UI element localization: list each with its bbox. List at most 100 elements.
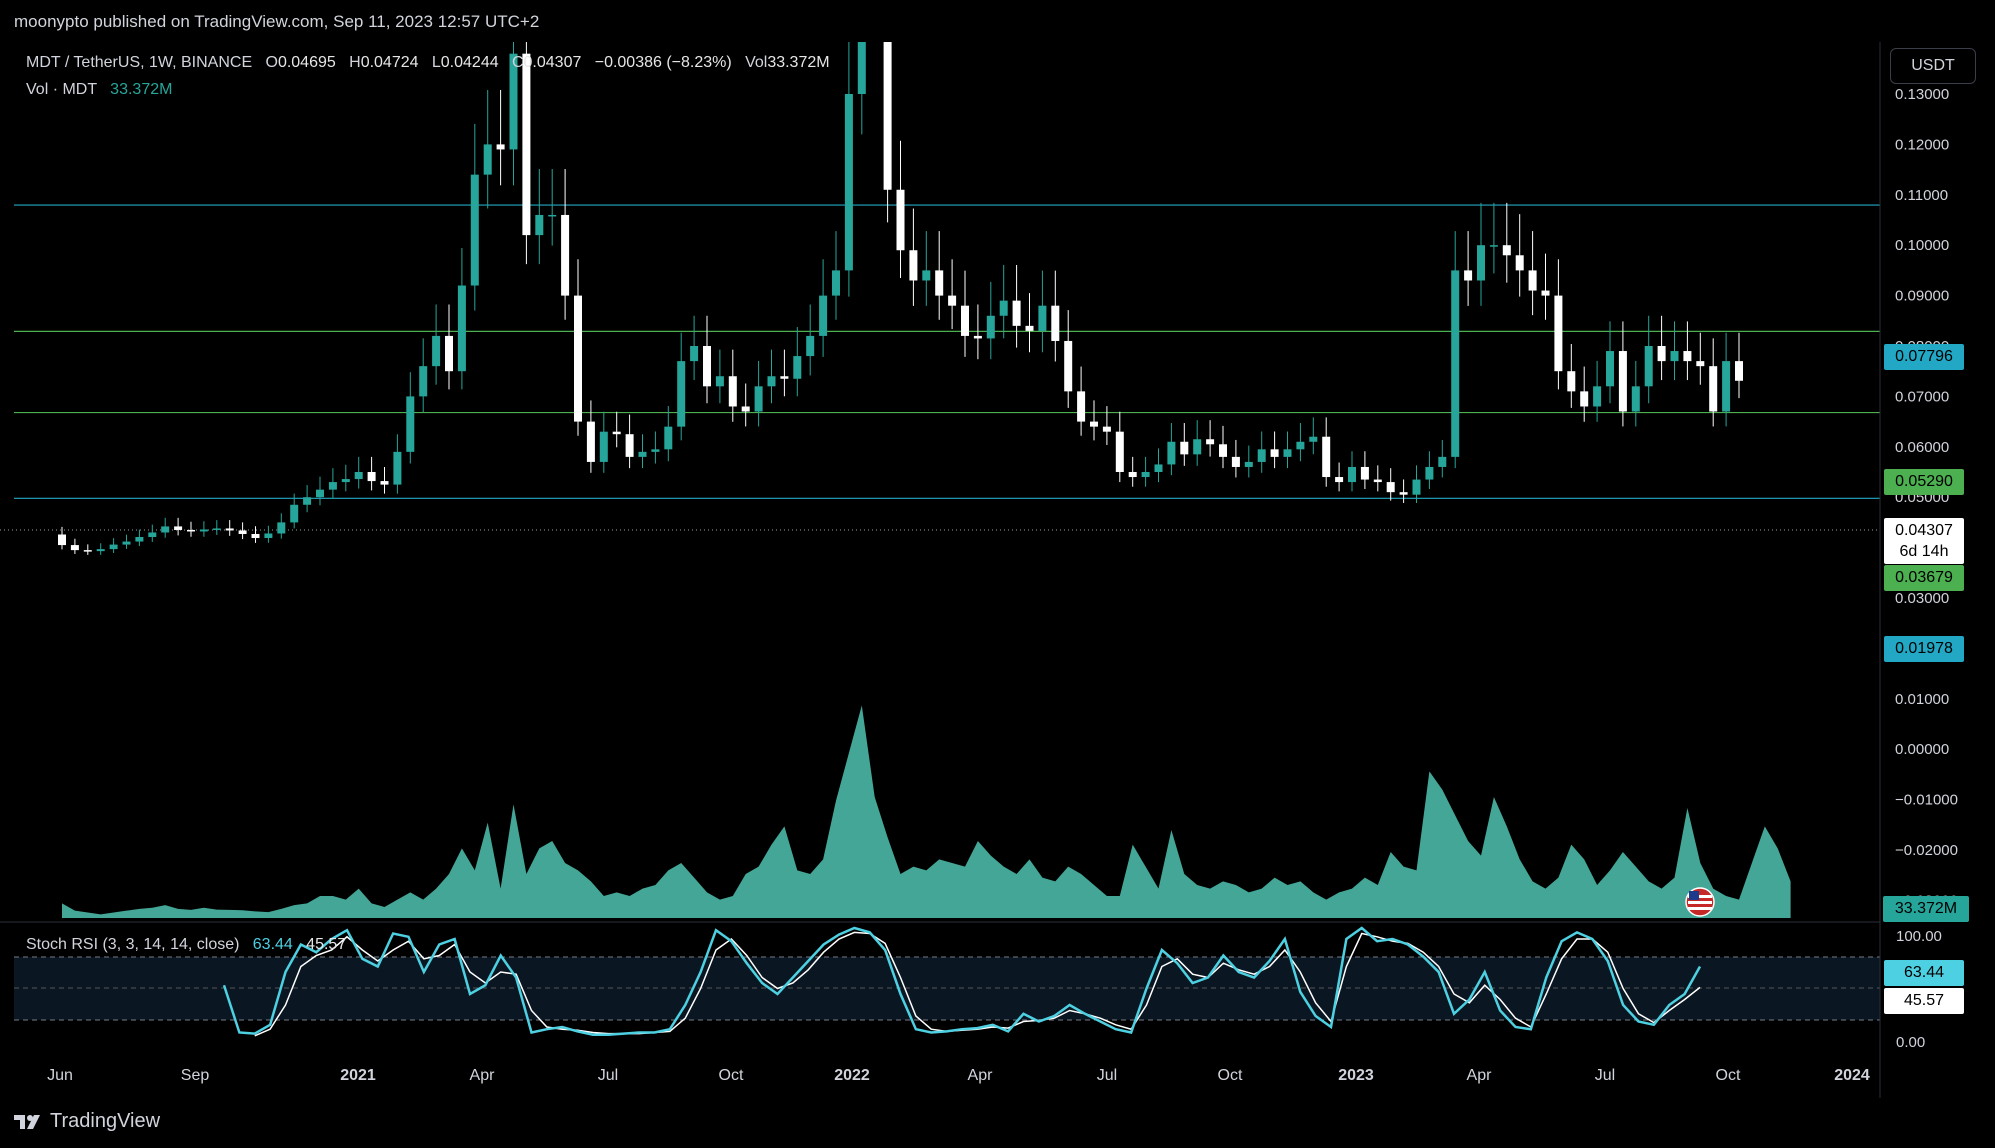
time-tick: Jul bbox=[1595, 1067, 1615, 1084]
candle-body bbox=[1489, 245, 1498, 247]
candle-body bbox=[1735, 361, 1743, 381]
candle-body bbox=[380, 481, 389, 485]
stoch-rsi-name[interactable]: Stoch RSI (3, 3, 14, 14, close) bbox=[26, 936, 240, 953]
stoch-rsi-k-line bbox=[222, 926, 1702, 1036]
open-value: 0.04695 bbox=[277, 54, 336, 71]
tradingview-logo-icon bbox=[14, 1114, 40, 1129]
candle-body bbox=[1670, 351, 1679, 362]
time-axis-ticks: Jun Sep 2021 Apr Jul Oct 2022 Apr Jul Oct 2023 Apr J… bbox=[47, 1067, 1870, 1084]
price-tick: 0.00000 bbox=[1895, 741, 1949, 758]
candle-body bbox=[548, 214, 557, 217]
candle-body bbox=[148, 532, 157, 538]
candle-body bbox=[1683, 351, 1692, 362]
candle-body bbox=[1399, 492, 1408, 495]
high-value: 0.04724 bbox=[360, 54, 419, 71]
candle-body bbox=[651, 449, 660, 452]
price-tick: 0.03000 bbox=[1895, 590, 1949, 607]
candle-body bbox=[1115, 431, 1124, 472]
time-tick: Oct bbox=[719, 1067, 744, 1084]
high-label: H bbox=[349, 54, 361, 71]
stoch-k-label: 63.44 bbox=[1884, 960, 1964, 986]
vol-value: 33.372M bbox=[767, 54, 830, 71]
time-tick: Sep bbox=[181, 1067, 210, 1084]
candle-body bbox=[728, 376, 737, 407]
candle-body bbox=[896, 189, 905, 251]
candle-body bbox=[509, 53, 518, 150]
footer-bar: TradingView bbox=[0, 1098, 1995, 1148]
candle-body bbox=[715, 376, 724, 387]
rsi-axis: 100.00 0.00 bbox=[1896, 928, 1942, 1051]
volume-series-name[interactable]: Vol · MDT bbox=[26, 81, 97, 98]
stoch-rsi-k-value: 63.44 bbox=[252, 936, 293, 953]
candle-body bbox=[1528, 270, 1537, 291]
candle-body bbox=[922, 270, 931, 281]
vol-label: Vol bbox=[745, 54, 768, 71]
candle-body bbox=[754, 386, 763, 412]
candle-body bbox=[986, 315, 995, 339]
candle-body bbox=[1206, 439, 1215, 445]
tradingview-brand[interactable]: TradingView bbox=[14, 1110, 160, 1133]
candle-body bbox=[187, 529, 195, 532]
candle-body bbox=[122, 541, 131, 545]
candle-body bbox=[1631, 386, 1640, 412]
volume-legend[interactable]: Vol · MDT 33.372M bbox=[26, 81, 172, 99]
candle-body bbox=[277, 522, 286, 534]
stoch-rsi-legend[interactable]: Stoch RSI (3, 3, 14, 14, close) 63.44 45… bbox=[26, 936, 346, 954]
candle-body bbox=[1618, 351, 1627, 412]
price-tick: 0.06000 bbox=[1895, 439, 1949, 456]
level-label-0-01978: 0.01978 bbox=[1884, 636, 1964, 662]
candle-body bbox=[1141, 472, 1150, 478]
candle-body bbox=[419, 366, 428, 397]
time-tick: Jul bbox=[598, 1067, 618, 1084]
time-tick: 2024 bbox=[1834, 1067, 1870, 1084]
close-label: C bbox=[511, 54, 524, 71]
candle-body bbox=[999, 300, 1008, 316]
candle-body bbox=[1464, 270, 1473, 281]
level-label-0-05290: 0.05290 bbox=[1884, 469, 1964, 495]
candle-body bbox=[1606, 351, 1614, 387]
price-tick: 0.09000 bbox=[1895, 288, 1949, 305]
candle-body bbox=[767, 376, 776, 387]
candle-body bbox=[819, 295, 828, 336]
low-value: 0.04244 bbox=[440, 54, 499, 71]
candle-body bbox=[406, 396, 415, 452]
candle-body bbox=[1335, 477, 1344, 483]
candle-body bbox=[1025, 325, 1034, 331]
candle-body bbox=[1451, 270, 1460, 457]
candle-body bbox=[1231, 456, 1240, 467]
price-tick: −0.01000 bbox=[1895, 792, 1958, 809]
candle-body bbox=[1567, 371, 1576, 392]
candle-body bbox=[806, 335, 815, 357]
candle-body bbox=[638, 451, 647, 457]
candle-body bbox=[1373, 479, 1382, 483]
candle-body bbox=[1090, 421, 1098, 427]
candle-body bbox=[109, 544, 118, 550]
price-tick: 0.10000 bbox=[1895, 237, 1949, 254]
us-flag-icon[interactable] bbox=[1685, 887, 1715, 917]
last-price-label: 0.04307 bbox=[1884, 518, 1964, 544]
candle-body bbox=[883, 0, 892, 190]
candle-body bbox=[586, 421, 595, 462]
candle-body bbox=[445, 335, 453, 372]
candle-body bbox=[703, 346, 711, 387]
candle-body bbox=[574, 295, 582, 422]
currency-button[interactable]: USDT bbox=[1890, 48, 1976, 84]
candle-body bbox=[457, 285, 466, 372]
candle-body bbox=[625, 434, 634, 457]
time-tick: Apr bbox=[470, 1067, 496, 1084]
candle-body bbox=[199, 529, 208, 532]
price-tick: 0.13000 bbox=[1895, 86, 1949, 103]
low-label: L bbox=[431, 54, 441, 71]
volume-label: 33.372M bbox=[1883, 896, 1969, 922]
candle-body bbox=[135, 537, 144, 542]
candle-body bbox=[1386, 482, 1395, 493]
candle-body bbox=[1309, 436, 1318, 442]
candle-body bbox=[58, 534, 66, 546]
candle-body bbox=[1128, 472, 1137, 478]
candle-body bbox=[316, 489, 324, 498]
symbol-name[interactable]: MDT / TetherUS, 1W, BINANCE bbox=[26, 54, 253, 71]
candle-body bbox=[354, 472, 363, 480]
candle-body bbox=[1064, 340, 1073, 392]
time-tick: Jun bbox=[47, 1067, 73, 1084]
symbol-legend[interactable]: MDT / TetherUS, 1W, BINANCE O0.04695 H0.… bbox=[26, 54, 830, 72]
